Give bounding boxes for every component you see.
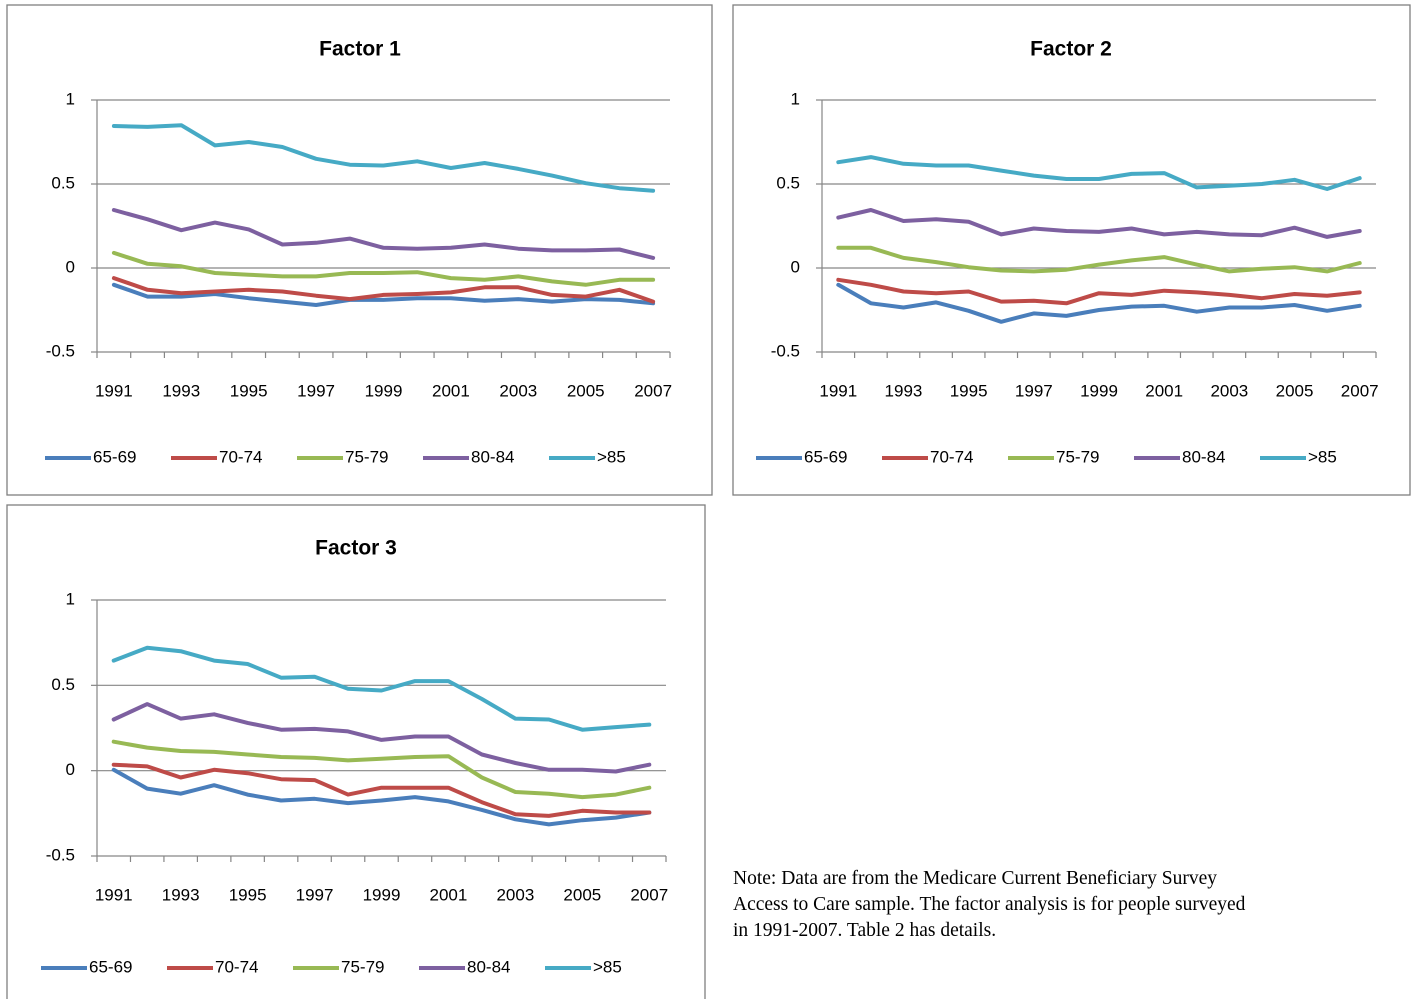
chart-title: Factor 1: [319, 38, 401, 61]
x-tick-label: 1991: [95, 885, 133, 904]
x-tick-label: 2005: [567, 381, 605, 400]
series-line: [111, 739, 652, 800]
legend-label: >85: [1308, 447, 1337, 466]
note: Note: Data are from the Medicare Current…: [733, 868, 1246, 941]
y-tick-label: 0.5: [776, 173, 800, 192]
series-line: [111, 762, 652, 818]
x-tick-label: 1995: [230, 381, 268, 400]
series-line: [111, 208, 656, 260]
legend-label: 75-79: [345, 447, 388, 466]
y-tick-label: -0.5: [46, 845, 75, 864]
legend-label: 70-74: [930, 447, 973, 466]
series-line: [836, 282, 1362, 324]
legend-label: 65-69: [804, 447, 847, 466]
y-tick-label: 1: [66, 589, 75, 608]
legend-label: 65-69: [89, 957, 132, 976]
legend-label: 80-84: [471, 447, 514, 466]
x-tick-label: 2001: [430, 885, 468, 904]
x-tick-label: 2005: [1276, 381, 1314, 400]
legend-label: >85: [597, 447, 626, 466]
series-line: [111, 645, 652, 732]
legend-label: 75-79: [1056, 447, 1099, 466]
x-tick-label: 1999: [363, 885, 401, 904]
x-tick-label: 1997: [1015, 381, 1053, 400]
x-tick-label: 1993: [885, 381, 923, 400]
series-line: [836, 277, 1362, 306]
series-line: [836, 155, 1362, 191]
series-line: [111, 123, 656, 193]
x-tick-label: 2007: [630, 885, 668, 904]
chart-title: Factor 2: [1030, 38, 1112, 61]
x-tick-label: 2001: [432, 381, 470, 400]
y-tick-label: 0: [66, 257, 75, 276]
legend-label: 80-84: [1182, 447, 1225, 466]
x-tick-label: 1993: [162, 885, 200, 904]
y-tick-label: -0.5: [771, 341, 800, 360]
x-tick-label: 1995: [950, 381, 988, 400]
x-tick-label: 2005: [563, 885, 601, 904]
series-line: [836, 245, 1362, 274]
series-line: [111, 282, 656, 307]
chart-title: Factor 3: [315, 537, 397, 560]
x-tick-label: 1991: [819, 381, 857, 400]
legend-label: >85: [593, 957, 622, 976]
x-tick-label: 1997: [296, 885, 334, 904]
x-tick-label: 2007: [1341, 381, 1379, 400]
series-line: [111, 276, 656, 304]
x-tick-label: 2001: [1145, 381, 1183, 400]
legend-label: 65-69: [93, 447, 136, 466]
y-tick-label: 0: [66, 760, 75, 779]
x-tick-label: 1999: [1080, 381, 1118, 400]
legend-label: 70-74: [219, 447, 262, 466]
y-tick-label: 1: [791, 89, 800, 108]
y-tick-label: 0.5: [51, 173, 75, 192]
x-tick-label: 2007: [634, 381, 672, 400]
y-tick-label: 1: [66, 89, 75, 108]
legend-label: 70-74: [215, 957, 258, 976]
series-line: [111, 250, 656, 287]
y-tick-label: 0: [791, 257, 800, 276]
legend-label: 75-79: [341, 957, 384, 976]
series-line: [836, 208, 1362, 239]
x-tick-label: 1995: [229, 885, 267, 904]
chart-frame: [732, 4, 1411, 496]
y-tick-label: -0.5: [46, 341, 75, 360]
series-line: [111, 767, 652, 827]
series-line: [111, 702, 652, 774]
y-tick-label: 0.5: [51, 675, 75, 694]
x-tick-label: 2003: [1210, 381, 1248, 400]
x-tick-label: 1997: [297, 381, 335, 400]
x-tick-label: 1993: [162, 381, 200, 400]
legend-label: 80-84: [467, 957, 510, 976]
x-tick-label: 2003: [499, 381, 537, 400]
chart-frame: [6, 504, 706, 999]
x-tick-label: 1991: [95, 381, 133, 400]
x-tick-label: 2003: [496, 885, 534, 904]
x-tick-label: 1999: [365, 381, 403, 400]
